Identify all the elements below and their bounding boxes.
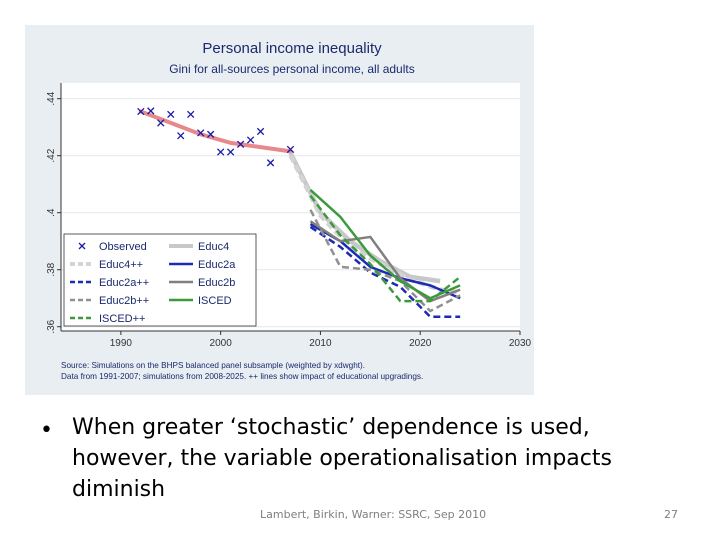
observed-point	[286, 145, 295, 154]
legend-label: Educ2a++	[99, 277, 149, 289]
series-line-iscedpppp	[309, 194, 461, 303]
observed-point	[246, 136, 255, 144]
legend-label: Educ2a	[198, 259, 236, 271]
y-tick-label: .42	[46, 148, 57, 162]
observed-point	[157, 119, 165, 127]
chart-note-1: Source: Simulations on the BHPS balanced…	[61, 361, 365, 370]
legend-label: ISCED++	[99, 313, 145, 325]
x-tick-label: 2000	[210, 338, 233, 349]
legend-swatch	[78, 242, 86, 250]
bullet-text: When greater ‘stochastic’ dependence is …	[72, 415, 612, 502]
legend-label: Educ4	[198, 241, 229, 253]
x-tick-label: 2020	[409, 338, 432, 349]
observed-point	[256, 127, 265, 136]
gini-chart: Personal income inequality Gini for all-…	[46, 40, 532, 381]
x-tick-label: 2010	[309, 338, 332, 349]
chart-note-2: Data from 1991-2007; simulations from 20…	[61, 372, 423, 381]
observed-point	[197, 129, 205, 137]
observed-point	[167, 110, 175, 119]
y-tick-label: .36	[46, 319, 57, 333]
legend-label: Educ2b	[198, 277, 235, 289]
legend-label: ISCED	[198, 295, 232, 307]
observed-point	[236, 140, 245, 148]
y-tick-label: .38	[46, 262, 57, 276]
chart-panel: Personal income inequality Gini for all-…	[25, 25, 534, 395]
bullet-point: • When greater ‘stochastic’ dependence i…	[40, 412, 640, 505]
x-tick-label: 2030	[509, 338, 532, 349]
observed-point	[137, 107, 145, 116]
series-line-educ2apppp	[309, 225, 461, 318]
y-tick-label: .44	[46, 91, 57, 105]
chart-subtitle: Gini for all-sources personal income, al…	[169, 62, 414, 76]
y-tick-label: .4	[46, 208, 57, 217]
observed-trend-line	[138, 109, 293, 154]
observed-point	[226, 148, 235, 156]
series-line-isced	[309, 188, 461, 300]
series-line-educ4	[288, 151, 441, 284]
observed-point	[187, 110, 195, 119]
legend-label: Educ4++	[99, 259, 143, 271]
observed-point	[266, 159, 275, 167]
bullet-symbol: •	[40, 418, 53, 443]
page-number: 27	[664, 508, 678, 521]
x-tick-label: 1990	[110, 338, 133, 349]
series-line-educ2b	[309, 220, 461, 303]
slide-footer: Lambert, Birkin, Warner: SSRC, Sep 2010	[260, 508, 487, 521]
observed-point	[147, 107, 155, 115]
legend-label: Educ2b++	[99, 295, 149, 307]
observed-point	[216, 148, 225, 156]
legend-label: Observed	[99, 241, 147, 253]
observed-point	[177, 132, 185, 140]
legend-box	[63, 233, 257, 327]
chart-title: Personal income inequality	[202, 40, 382, 57]
observed-point	[207, 130, 215, 138]
series-line-educ2bpppp	[309, 209, 461, 313]
